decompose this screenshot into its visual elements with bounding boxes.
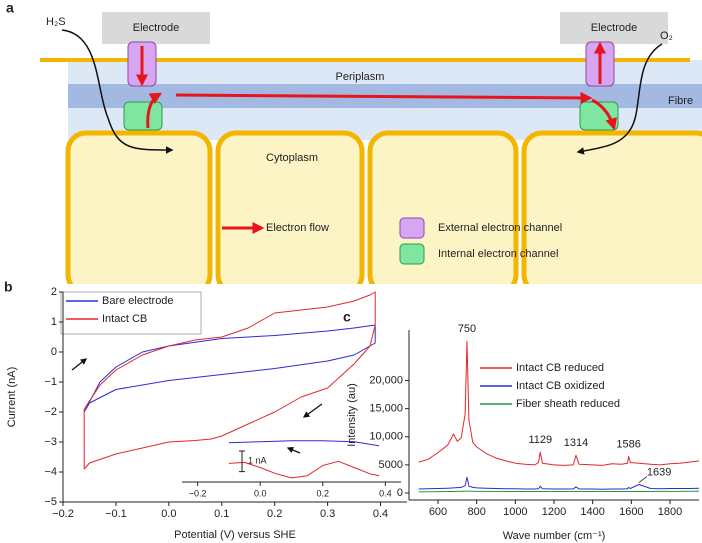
peak-label: 1639 [647, 466, 671, 478]
internal-channel [123, 101, 163, 131]
x-tick-label: 0.1 [214, 508, 229, 520]
cell [65, 130, 213, 296]
legend-swatch [399, 217, 425, 239]
x-tick-label: 0.2 [317, 488, 330, 498]
peak-label: 1586 [616, 438, 640, 450]
y-tick-label: 10,000 [369, 431, 403, 443]
scale-bar-label: 1 nA [248, 456, 267, 466]
x-tick-label: −0.1 [105, 508, 127, 520]
legend-label: Intact CB reduced [516, 362, 604, 374]
y-tick-label: −2 [44, 406, 57, 418]
legend-swatch [399, 243, 425, 265]
y-tick-label: 0 [51, 346, 57, 358]
x-tick-label: 800 [467, 506, 485, 518]
legend-label: Electron flow [266, 222, 329, 234]
series-line [83, 324, 376, 413]
y-tick-label: 20,000 [369, 374, 403, 386]
y-tick-label: −3 [44, 436, 57, 448]
x-tick-label: 1800 [658, 506, 682, 518]
y-axis-title: Current (nA) [6, 367, 18, 428]
series-line [418, 340, 700, 466]
y-tick-label: −4 [44, 466, 57, 478]
electron-flow [136, 41, 617, 131]
electrode [560, 12, 668, 44]
x-tick-label: 600 [429, 506, 447, 518]
peak-label: 1129 [528, 434, 552, 446]
legend-box [60, 291, 202, 335]
legend-label: Internal electron channel [438, 248, 558, 260]
o2-label: O₂ [660, 30, 673, 42]
series-line [228, 460, 380, 479]
x-tick-label: 0.0 [161, 508, 176, 520]
electrode [102, 12, 210, 44]
y-tick-label: −1 [44, 376, 57, 388]
series-line [83, 291, 376, 470]
y-tick-label: 2 [51, 286, 57, 298]
legend-label: Bare electrode [102, 295, 174, 307]
legend-label: Intact CB [102, 313, 147, 325]
x-tick-label: 0.0 [254, 488, 267, 498]
x-axis-title: Wave number (cm⁻¹) [503, 530, 606, 542]
x-tick-label: 1000 [503, 506, 527, 518]
x-tick-label: 1600 [619, 506, 643, 518]
o2-path [576, 43, 663, 155]
fibre-label: Fibre [668, 95, 693, 107]
arrow [146, 92, 163, 129]
panel-label: c [343, 309, 351, 325]
y-tick-label: 0 [397, 487, 403, 499]
direction-arrows [71, 358, 323, 454]
cytoplasm-label: Cytoplasm [266, 152, 318, 164]
x-tick-label: 0.4 [373, 508, 388, 520]
electrode-label: Electrode [591, 22, 637, 34]
y-tick-label: 15,000 [369, 403, 403, 415]
x-tick-label: 1200 [542, 506, 566, 518]
cell [521, 130, 702, 296]
series-line [228, 440, 380, 447]
legend-label: Fiber sheath reduced [516, 398, 620, 410]
series-line [418, 490, 699, 493]
peak-label: 750 [458, 323, 476, 335]
y-tick-label: −5 [44, 496, 57, 508]
cell [367, 130, 519, 296]
series-line [418, 476, 700, 490]
arrow [286, 447, 301, 454]
peak-leader [638, 476, 648, 483]
arrow [302, 403, 323, 418]
arrow [175, 91, 593, 104]
y-tick-label: 5000 [379, 459, 403, 471]
x-tick-label: −0.2 [52, 508, 74, 520]
electrode-label: Electrode [133, 22, 179, 34]
legend-label: External electron channel [438, 222, 562, 234]
diagram: a Electrode Electrode Periplasm Fibre Cy… [6, 0, 702, 296]
h2s-path [61, 29, 174, 154]
arrow [591, 98, 617, 131]
panel-label: a [6, 0, 14, 16]
y-axis-title: Intensity (au) [346, 383, 358, 447]
x-tick-label: 0.3 [320, 508, 335, 520]
periplasm-label: Periplasm [336, 71, 385, 83]
x-tick-label: −0.2 [189, 488, 207, 498]
x-axis-title: Potential (V) versus SHE [174, 529, 296, 541]
x-tick-label: 0.4 [379, 488, 392, 498]
panel-label: b [4, 279, 13, 295]
peak-label: 1314 [564, 437, 588, 449]
x-tick-label: 1400 [580, 506, 604, 518]
arrow [71, 358, 88, 371]
h2s-label: H₂S [46, 16, 66, 28]
x-tick-label: 0.2 [267, 508, 282, 520]
scale-bar [239, 450, 245, 473]
y-tick-label: 1 [51, 316, 57, 328]
legend-label: Intact CB oxidized [516, 380, 605, 392]
